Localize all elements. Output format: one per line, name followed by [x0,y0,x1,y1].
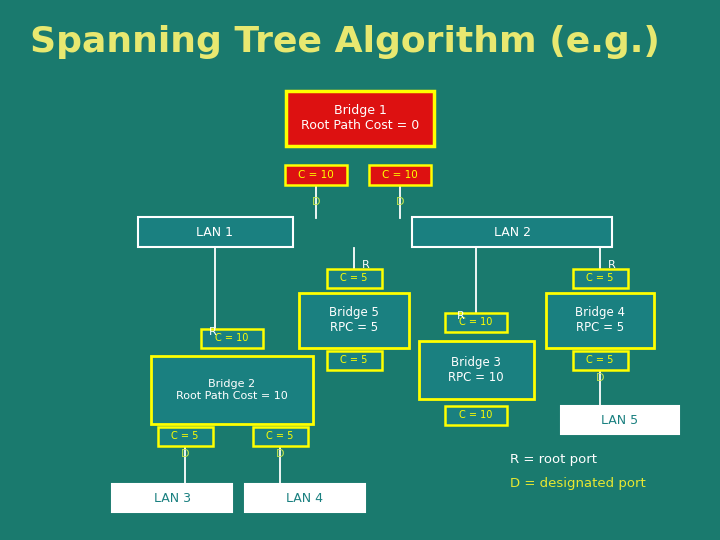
Text: LAN 2: LAN 2 [493,226,531,239]
FancyBboxPatch shape [445,313,507,332]
Text: Spanning Tree Algorithm (e.g.): Spanning Tree Algorithm (e.g.) [30,25,660,59]
Text: LAN 1: LAN 1 [197,226,233,239]
FancyBboxPatch shape [286,91,434,145]
FancyBboxPatch shape [369,165,431,185]
Text: R: R [457,311,465,321]
Text: LAN 3: LAN 3 [153,491,191,504]
Text: C = 5: C = 5 [586,273,613,283]
Text: C = 10: C = 10 [382,170,418,180]
Text: Bridge 4
RPC = 5: Bridge 4 RPC = 5 [575,306,625,334]
Text: D = designated port: D = designated port [510,477,646,490]
FancyBboxPatch shape [418,341,534,399]
FancyBboxPatch shape [285,165,347,185]
Text: C = 10: C = 10 [215,333,248,343]
FancyBboxPatch shape [572,350,628,369]
FancyBboxPatch shape [412,217,612,247]
FancyBboxPatch shape [561,406,679,434]
FancyBboxPatch shape [326,268,382,287]
Text: C = 10: C = 10 [459,317,492,327]
FancyBboxPatch shape [112,484,232,512]
Text: D: D [276,449,284,459]
Text: R: R [362,260,370,270]
Text: R = root port: R = root port [510,454,597,467]
FancyBboxPatch shape [138,217,292,247]
Text: C = 5: C = 5 [171,431,199,441]
Text: D: D [595,373,604,383]
FancyBboxPatch shape [326,350,382,369]
Text: C = 5: C = 5 [341,355,368,365]
FancyBboxPatch shape [245,484,365,512]
FancyBboxPatch shape [572,268,628,287]
FancyBboxPatch shape [151,356,313,424]
Text: Bridge 5
RPC = 5: Bridge 5 RPC = 5 [329,306,379,334]
Text: D: D [396,197,404,207]
Text: R: R [209,327,217,337]
Text: C = 5: C = 5 [266,431,294,441]
Text: Bridge 3
RPC = 10: Bridge 3 RPC = 10 [448,356,504,384]
FancyBboxPatch shape [546,293,654,348]
Text: C = 10: C = 10 [298,170,334,180]
FancyBboxPatch shape [299,293,409,348]
Text: C = 10: C = 10 [459,410,492,420]
FancyBboxPatch shape [445,406,507,424]
Text: C = 5: C = 5 [586,355,613,365]
FancyBboxPatch shape [253,427,307,446]
Text: Bridge 2
Root Path Cost = 10: Bridge 2 Root Path Cost = 10 [176,379,288,401]
Text: D: D [312,197,320,207]
Text: D: D [181,449,189,459]
FancyBboxPatch shape [158,427,212,446]
Text: Bridge 1
Root Path Cost = 0: Bridge 1 Root Path Cost = 0 [301,104,419,132]
Text: R: R [608,260,616,270]
Text: LAN 4: LAN 4 [287,491,323,504]
Text: LAN 5: LAN 5 [601,414,639,427]
Text: C = 5: C = 5 [341,273,368,283]
FancyBboxPatch shape [201,328,263,348]
